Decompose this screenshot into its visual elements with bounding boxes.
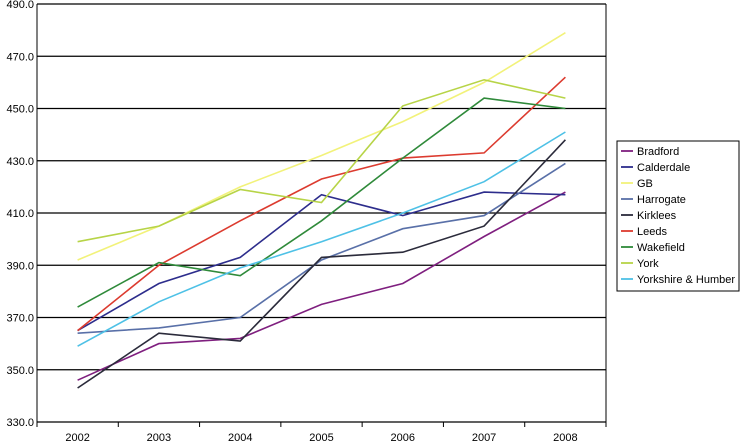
y-tick-label: 330.0 [6,417,34,429]
y-tick-label: 430.0 [6,156,34,168]
series-line-kirklees [77,139,566,389]
legend-label: Bradford [637,146,679,158]
x-tick-label: 2008 [553,432,577,442]
y-tick-label: 390.0 [6,260,34,272]
legend-label: Leeds [637,226,667,238]
x-tick-label: 2003 [147,432,171,442]
legend-label: York [637,258,659,270]
series-line-wakefield [77,97,566,308]
y-tick-label: 490.0 [6,0,34,11]
x-tick-label: 2005 [309,432,333,442]
legend-label: GB [637,178,653,190]
series-line-york [77,78,566,243]
y-tick-label: 370.0 [6,313,34,325]
series-line-harrogate [77,162,566,334]
legend-label: Yorkshire & Humber [637,274,735,286]
x-tick-label: 2002 [65,432,89,442]
x-tick-label: 2007 [472,432,496,442]
series-line-yorkshire-humber [77,131,566,347]
series-line-bradford [77,191,566,381]
y-tick-label: 450.0 [6,104,34,116]
x-tick-label: 2004 [228,432,252,442]
plot-area [36,3,607,427]
legend-label: Harrogate [637,194,686,206]
x-tick-label: 2006 [391,432,415,442]
y-tick-label: 410.0 [6,208,34,220]
legend-label: Calderdale [637,162,690,174]
legend-label: Kirklees [637,210,677,222]
legend-label: Wakefield [637,242,685,254]
series-line-leeds [77,76,566,332]
series-line-calderdale [77,191,566,332]
y-tick-label: 470.0 [6,51,34,63]
legend-box [616,140,740,292]
legend: Bradford Calderdale GB Harrogate Kirklees Lee… [616,140,740,292]
y-tick-label: 350.0 [6,365,34,377]
